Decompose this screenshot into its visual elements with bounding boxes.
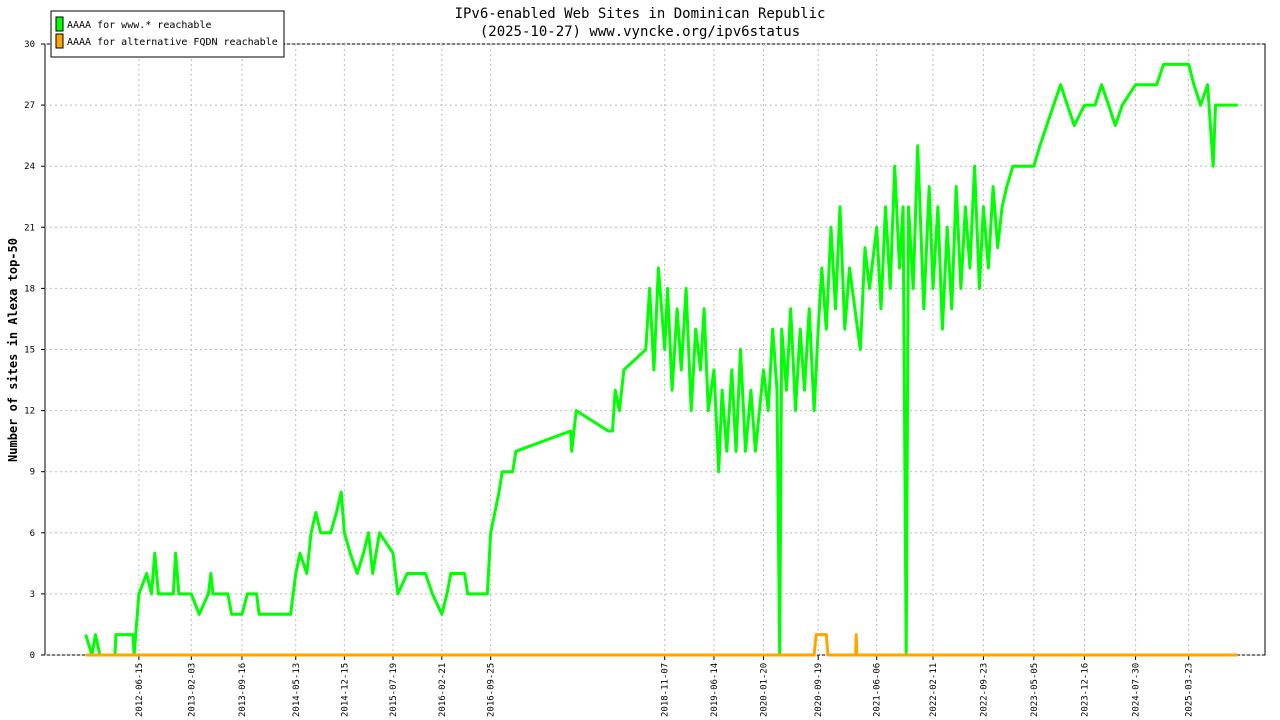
y-tick-label: 24 <box>24 162 35 172</box>
legend: AAAA for www.* reachable AAAA for alterna… <box>50 10 285 58</box>
x-tick-label: 2012-06-15 <box>135 663 145 717</box>
x-tick-label: 2024-07-30 <box>1132 663 1142 717</box>
y-tick-label: 21 <box>24 223 35 233</box>
y-tick-label: 12 <box>24 407 35 417</box>
y-tick-label: 9 <box>30 468 35 478</box>
x-tick-label: 2023-12-16 <box>1080 663 1090 717</box>
chart-title: IPv6-enabled Web Sites in Dominican Repu… <box>455 6 826 22</box>
y-tick-label: 30 <box>24 40 35 50</box>
x-tick-label: 2023-05-05 <box>1030 663 1040 717</box>
y-axis-label: Number of sites in Alexa top-50 <box>6 238 20 462</box>
y-tick-label: 15 <box>24 346 35 356</box>
legend-swatch <box>55 16 64 32</box>
legend-swatch <box>55 33 64 49</box>
x-tick-label: 2013-09-16 <box>238 663 248 717</box>
x-tick-label: 2020-09-19 <box>814 663 824 717</box>
legend-label: AAAA for alternative FQDN reachable <box>67 37 278 48</box>
x-tick-label: 2016-02-21 <box>438 663 448 717</box>
series-line <box>85 633 1238 657</box>
series-line <box>84 62 1238 657</box>
y-tick-label: 27 <box>24 101 35 111</box>
chart-subtitle: (2025-10-27) www.vyncke.org/ipv6status <box>480 24 800 40</box>
y-tick-label: 3 <box>30 590 35 600</box>
x-tick-label: 2020-01-20 <box>759 663 769 717</box>
x-tick-label: 2025-03-23 <box>1185 663 1195 717</box>
x-tick-label: 2018-11-07 <box>661 663 671 717</box>
y-tick-label: 6 <box>30 529 35 539</box>
legend-label: AAAA for www.* reachable <box>67 20 212 31</box>
x-tick-label: 2013-02-03 <box>187 663 197 717</box>
x-tick-label: 2016-09-25 <box>487 663 497 717</box>
x-tick-label: 2022-09-23 <box>979 663 989 717</box>
x-tick-label: 2014-05-13 <box>292 663 302 717</box>
x-tick-label: 2014-12-15 <box>340 663 350 717</box>
x-tick-label: 2021-06-06 <box>873 663 883 717</box>
legend-box <box>50 10 285 58</box>
y-tick-label: 18 <box>24 284 35 294</box>
x-tick-label: 2019-06-14 <box>710 663 720 717</box>
x-tick-label: 2015-07-19 <box>389 663 399 717</box>
y-tick-label: 0 <box>30 651 35 661</box>
x-tick-label: 2022-02-11 <box>929 663 939 717</box>
